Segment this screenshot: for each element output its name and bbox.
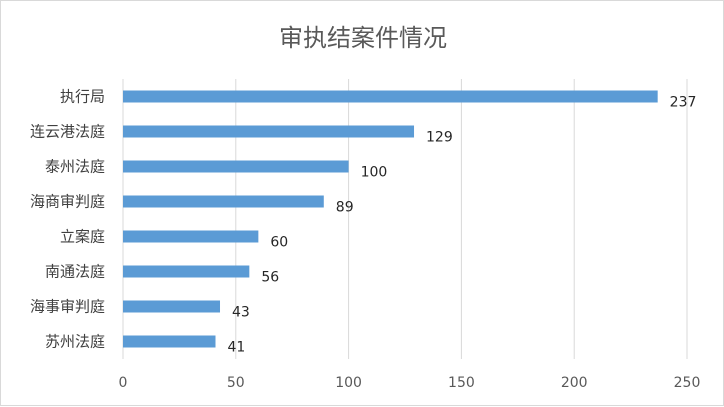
data-label-5: 56 xyxy=(261,270,279,286)
labels: 0 50 100 150 200 250 执行局 237 连云港法庭 129 泰州法庭 100 海商审判… xyxy=(30,88,700,392)
chart-title: 审执结案件情况 xyxy=(279,24,447,52)
x-tick-label-0: 0 xyxy=(119,375,128,391)
bar-5 xyxy=(123,265,250,278)
bars xyxy=(123,90,658,348)
category-label-5: 南通法庭 xyxy=(45,263,105,281)
category-label-7: 苏州法庭 xyxy=(45,333,105,351)
bar-1 xyxy=(123,125,415,138)
category-label-6: 海事审判庭 xyxy=(30,298,105,316)
x-tick-label-200: 200 xyxy=(561,375,588,391)
category-label-3: 海商审判庭 xyxy=(30,193,105,211)
category-label-1: 连云港法庭 xyxy=(30,123,105,141)
bar-0 xyxy=(123,90,658,103)
data-label-6: 43 xyxy=(232,305,250,321)
x-tick-label-150: 150 xyxy=(448,375,475,391)
category-label-4: 立案庭 xyxy=(60,228,105,246)
x-tick-label-250: 250 xyxy=(674,375,701,391)
bar-7 xyxy=(123,335,216,348)
category-label-0: 执行局 xyxy=(60,88,105,106)
bar-2 xyxy=(123,160,349,173)
data-label-4: 60 xyxy=(270,235,288,251)
data-label-0: 237 xyxy=(670,95,697,111)
x-tick-label-100: 100 xyxy=(335,375,362,391)
x-tick-label-50: 50 xyxy=(227,375,245,391)
grid-lines xyxy=(122,79,688,359)
category-label-2: 泰州法庭 xyxy=(45,158,105,176)
bar-4 xyxy=(123,230,259,243)
data-label-7: 41 xyxy=(227,340,245,356)
data-label-1: 129 xyxy=(426,130,453,146)
bar-6 xyxy=(123,300,221,313)
bar-3 xyxy=(123,195,324,208)
data-label-2: 100 xyxy=(361,165,388,181)
data-label-3: 89 xyxy=(336,200,354,216)
